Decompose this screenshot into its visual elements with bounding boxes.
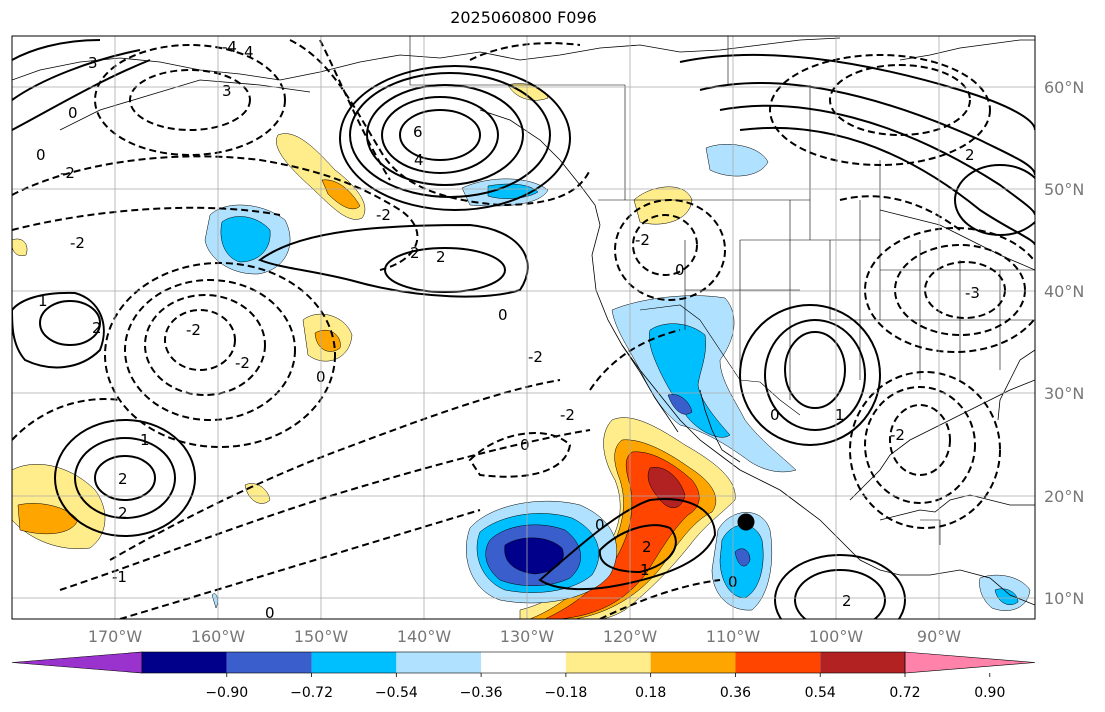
contour-label-minus2: -2	[235, 354, 250, 372]
contour-label-minus2: -2	[70, 234, 85, 252]
contour-label-minus2: -2	[890, 426, 905, 444]
contour-label-minus2: -2	[635, 231, 650, 249]
contour-label-0: 0	[520, 436, 530, 454]
contour-label-0: 0	[595, 516, 605, 534]
storm-center-dot	[737, 513, 755, 531]
lon-tick: 160°W	[191, 627, 246, 646]
shaded-anomalies	[12, 83, 1031, 619]
colorbar-segment	[226, 652, 312, 673]
contour-label-6: 6	[413, 123, 423, 141]
contour-label-2: 2	[92, 319, 102, 337]
lon-tick: 110°W	[706, 627, 761, 646]
lon-tick: 170°W	[88, 627, 143, 646]
lon-tick: 130°W	[500, 627, 555, 646]
contour-label-minus1: -1	[112, 568, 127, 586]
lat-tick: 60°N	[1044, 78, 1084, 97]
map-frame	[11, 35, 1036, 620]
contour-label-0: 0	[770, 406, 780, 424]
colorbar-segment	[820, 652, 905, 673]
colorbar-tick-label: −0.72	[290, 685, 333, 701]
contour-label-4: 4	[414, 151, 424, 169]
colorbar-extend-min	[11, 651, 143, 674]
contour-label-2: 2	[118, 504, 128, 522]
colorbar-tick-label: −0.18	[544, 685, 587, 701]
lat-tick: 20°N	[1044, 487, 1084, 506]
contour-label-2: 2	[118, 470, 128, 488]
lon-tick: 120°W	[603, 627, 658, 646]
latitude-ticks: 60°N 50°N 40°N 30°N 20°N 10°N	[1044, 78, 1084, 608]
contour-label-minus3: -3	[965, 284, 980, 302]
contour-label-3: 3	[88, 54, 98, 72]
contour-label-0: 0	[68, 104, 78, 122]
colorbar-tick-label: 0.90	[974, 685, 1005, 701]
contour-label-3: 3	[222, 82, 232, 100]
contour-label-minus2: -2	[560, 406, 575, 424]
colorbar-segment	[650, 652, 736, 673]
colorbar-segment	[142, 652, 227, 673]
map-title: 2025060800 F096	[450, 8, 597, 27]
contour-label-1: 1	[140, 431, 150, 449]
contour-label-0: 0	[498, 306, 508, 324]
colorbar: −0.90 −0.72 −0.54 −0.36 −0.18 0.18 0.36 0.54 0.7…	[11, 651, 1036, 701]
colorbar-extend-max	[904, 651, 1036, 674]
contour-label-2: 2	[642, 538, 652, 556]
contour-label-1: 1	[835, 406, 845, 424]
lat-tick: 10°N	[1044, 589, 1084, 608]
contour-label-0: 0	[36, 146, 46, 164]
lat-tick: 50°N	[1044, 180, 1084, 199]
lon-tick: 150°W	[294, 627, 349, 646]
colorbar-tick-label: 0.18	[635, 685, 666, 701]
lon-tick: 100°W	[809, 627, 864, 646]
contour-label-minus4: -4	[222, 38, 237, 56]
map-area: 6 4 4 3 3 2 2 2 2 2 2 2 2 1 1 1 1 0 0 0 …	[12, 36, 1035, 622]
colorbar-segment	[735, 652, 821, 673]
graticule	[12, 36, 1035, 619]
lat-tick: 30°N	[1044, 384, 1084, 403]
contour-label-2: 2	[436, 248, 446, 266]
contour-label-2: 2	[842, 592, 852, 610]
colorbar-tick-label: −0.36	[460, 685, 503, 701]
contour-label-minus2: -2	[60, 164, 75, 182]
lon-tick: 90°W	[917, 627, 961, 646]
contours-negative	[12, 39, 1035, 619]
contour-label-2: 2	[965, 146, 975, 164]
contour-label-2: 2	[410, 244, 420, 262]
colorbar-segment	[311, 652, 397, 673]
contour-label-minus2: -2	[528, 348, 543, 366]
colorbar-tick-label: 0.36	[720, 685, 751, 701]
colorbar-outline	[141, 651, 906, 674]
colorbar-tick-label: 0.72	[889, 685, 920, 701]
colorbar-tick-label: 0.54	[805, 685, 836, 701]
contour-label-minus2: -2	[186, 321, 201, 339]
contours-positive	[12, 39, 1035, 619]
lon-tick: 140°W	[397, 627, 452, 646]
colorbar-tick-label: −0.54	[375, 685, 418, 701]
colorbar-tick-label: −0.90	[205, 685, 248, 701]
contour-label-4: 4	[244, 43, 254, 61]
contour-label-minus2: -2	[376, 206, 391, 224]
contour-label-1: 1	[38, 292, 48, 310]
contour-label-0: 0	[265, 604, 275, 622]
contour-label-0: 0	[675, 261, 685, 279]
lat-tick: 40°N	[1044, 282, 1084, 301]
colorbar-segment	[565, 652, 651, 673]
contour-label-1: 1	[640, 561, 650, 579]
colorbar-segment	[396, 652, 482, 673]
longitude-ticks: 170°W 160°W 150°W 140°W 130°W 120°W 110°…	[88, 627, 961, 646]
colorbar-segment	[481, 652, 566, 673]
